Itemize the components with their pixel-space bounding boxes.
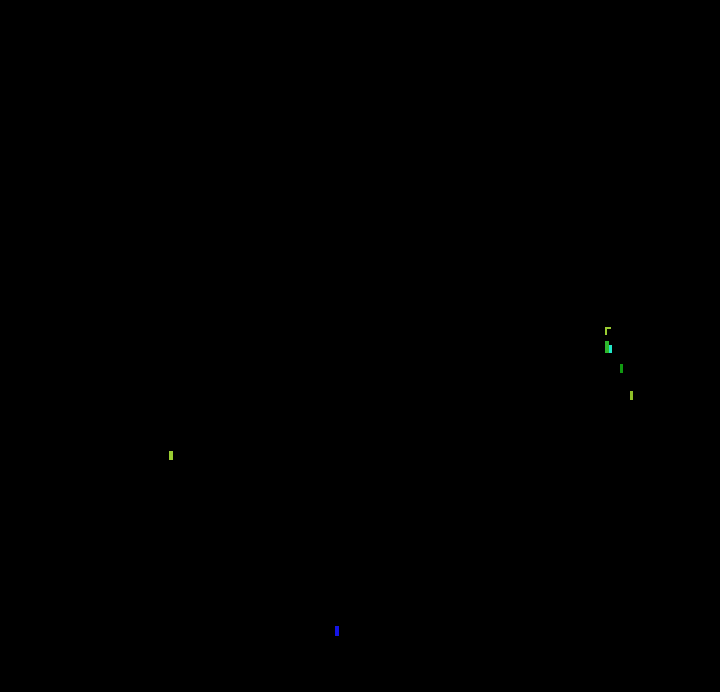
bar-mark-olive-lower-right-icon	[630, 391, 633, 400]
bar-mark-left-center-icon	[169, 451, 173, 460]
bar-mark-dark-green-icon	[620, 364, 623, 373]
bar-mark-blue-bottom-icon	[335, 626, 339, 636]
tick-mark-upper-icon	[605, 327, 611, 335]
bar-mark-cyan-icon	[609, 345, 612, 353]
bar-mark-green-icon	[605, 341, 609, 353]
